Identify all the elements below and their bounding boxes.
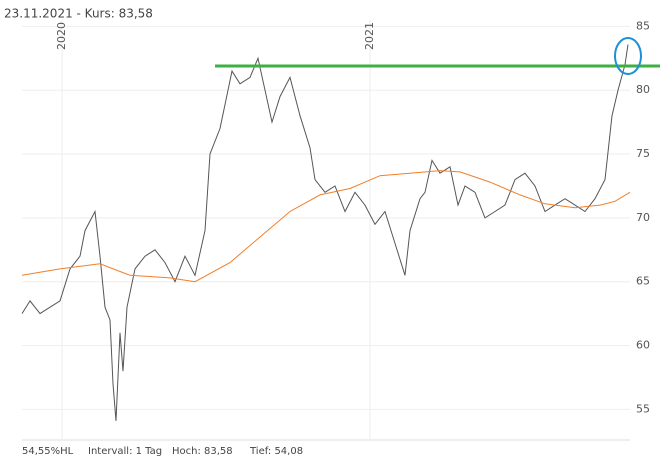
- y-tick-label: 80: [636, 83, 650, 96]
- y-tick-label: 75: [636, 147, 650, 160]
- header: 23.11.2021 - Kurs: 83,58: [4, 7, 153, 21]
- footer-range: 54,55%HL: [22, 446, 74, 457]
- y-tick-label: 70: [636, 211, 650, 224]
- footer-interval: Intervall: 1 Tag: [88, 446, 162, 457]
- y-tick-label: 65: [636, 275, 650, 288]
- y-tick-label: 60: [636, 339, 650, 352]
- x-tick-label: 2020: [55, 22, 68, 50]
- plot: 55 60 65 70 75 80 85 2020 2021: [21, 19, 660, 440]
- x-tick-label: 2021: [363, 22, 376, 50]
- y-tick-label: 55: [636, 402, 650, 415]
- price-line: [21, 44, 629, 421]
- footer-high: Hoch: 83,58: [172, 446, 233, 457]
- highlight-circle: [614, 37, 642, 75]
- price-line: [21, 170, 631, 283]
- footer-low: Tief: 54,08: [249, 446, 303, 457]
- y-tick-label: 85: [636, 19, 650, 32]
